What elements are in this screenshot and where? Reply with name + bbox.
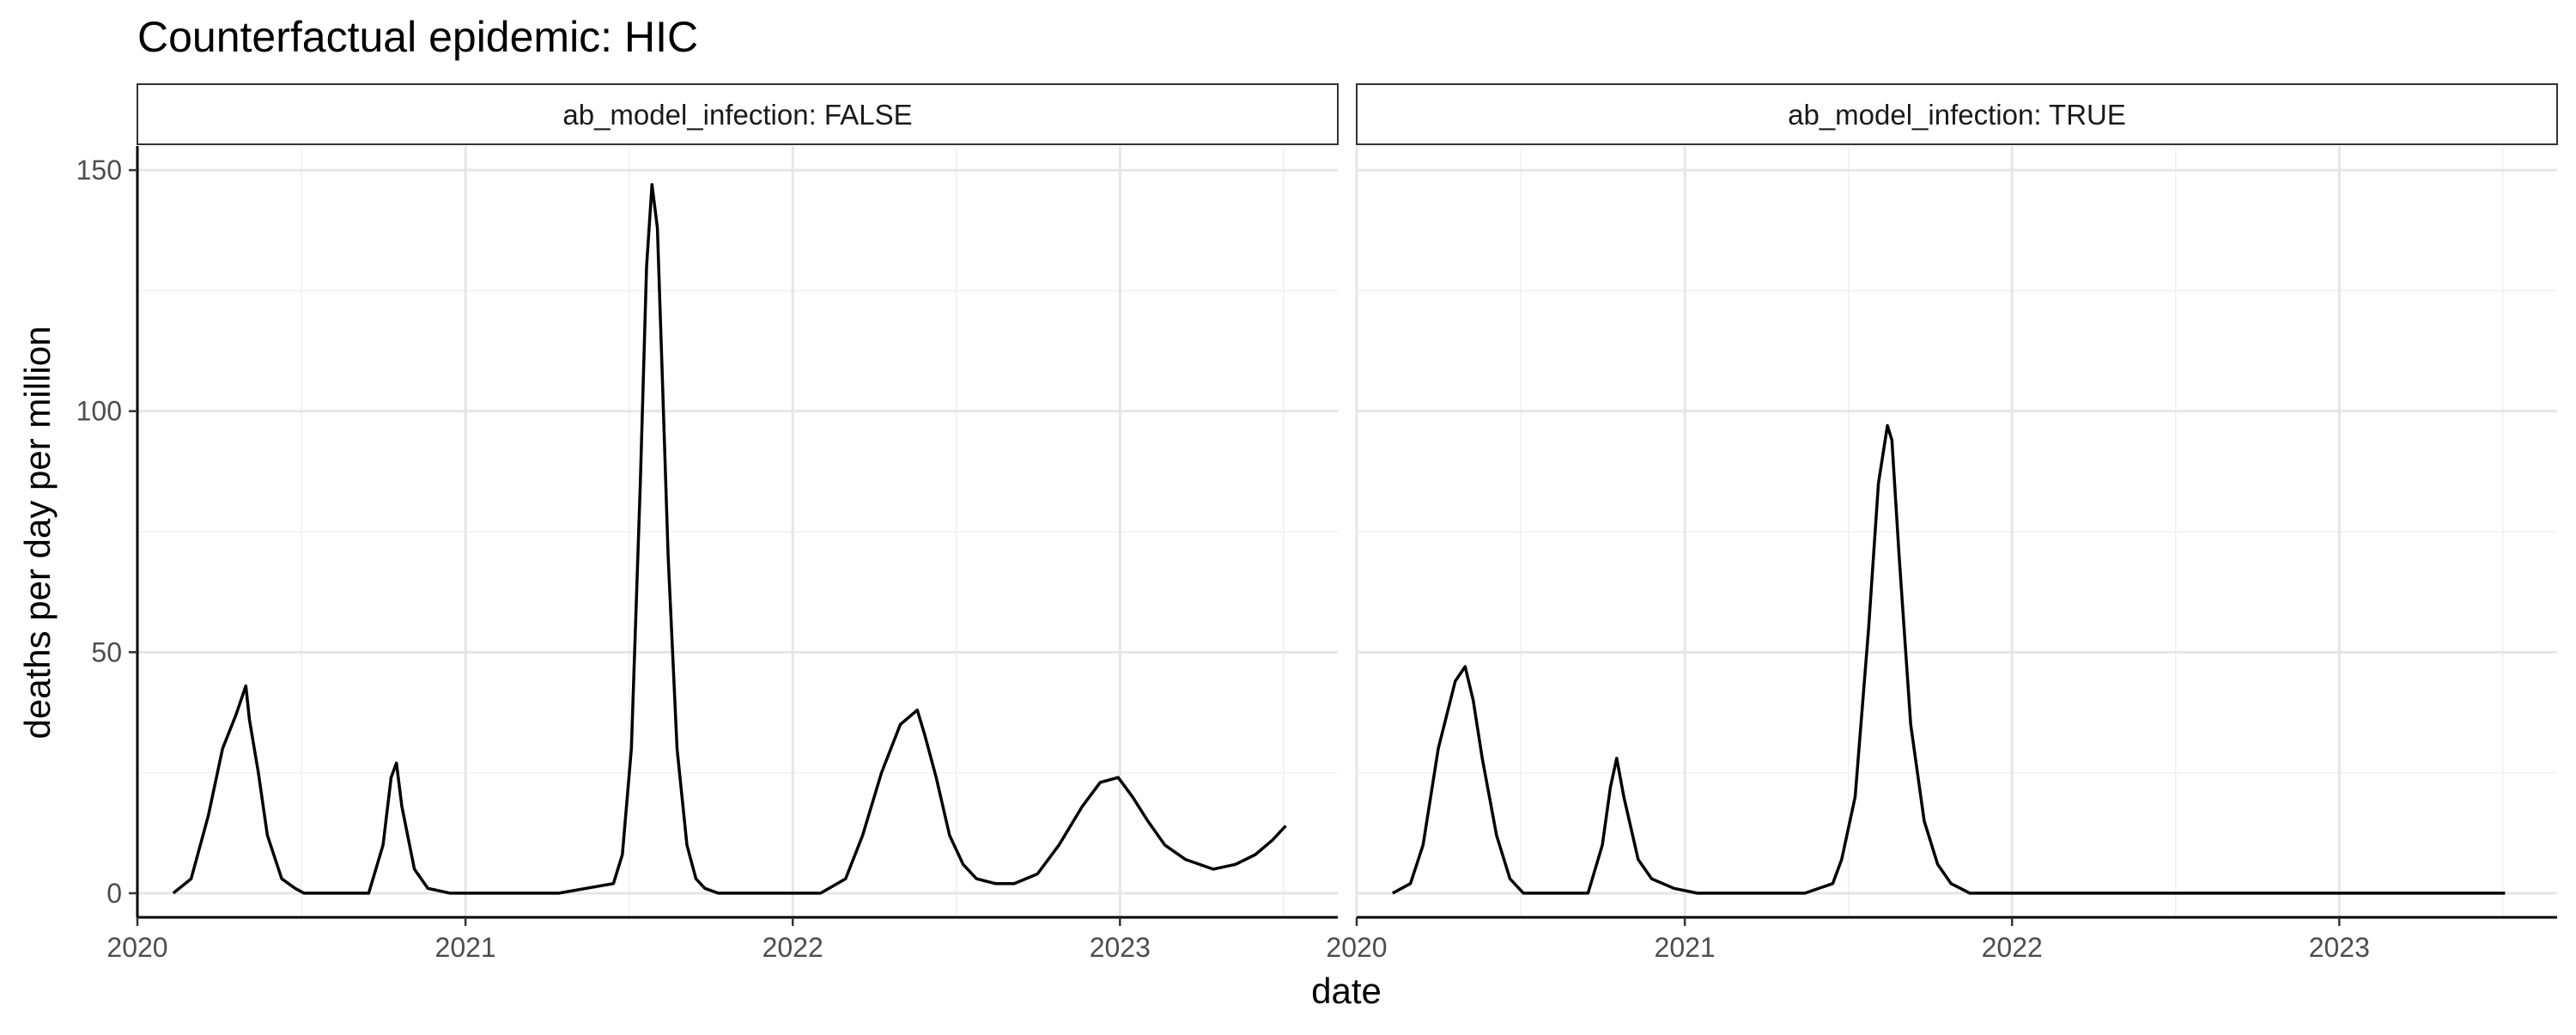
series-line — [172, 183, 1287, 895]
x-tick-label: 2023 — [1090, 932, 1151, 963]
facet-panel-1: ab_model_infection: FALSE 2020 2021 2022 202… — [76, 83, 1339, 963]
y-axis-title: deaths per day per million — [17, 326, 58, 740]
facet-panels: ab_model_infection: FALSE 2020 2021 2022 202… — [76, 83, 2558, 963]
x-tick-label: 2020 — [106, 932, 167, 963]
y-tick-label: 100 — [76, 396, 122, 427]
x-tick-label: 2020 — [1326, 932, 1387, 963]
x-tick-label: 2022 — [762, 932, 823, 963]
facet-strip — [1356, 83, 2558, 145]
y-tick-label: 150 — [76, 155, 122, 186]
facet-strip — [137, 83, 1339, 145]
x-tick-label: 2021 — [435, 932, 496, 963]
series-line — [1391, 423, 2506, 895]
chart-title: Counterfactual epidemic: HIC — [137, 13, 698, 61]
x-tick-label: 2023 — [2309, 932, 2370, 963]
facet-strip-label: ab_model_infection: TRUE — [1788, 99, 2126, 131]
x-tick-label: 2021 — [1655, 932, 1716, 963]
facet-strip-label: ab_model_infection: FALSE — [562, 99, 912, 131]
y-tick-label: 50 — [91, 636, 122, 667]
facet-panel-2: ab_model_infection: TRUE 2020 2021 2022 2023 — [1326, 83, 2558, 963]
x-axis-title: date — [1311, 971, 1382, 1011]
x-tick-label: 2022 — [1982, 932, 2043, 963]
y-tick-label: 0 — [106, 878, 122, 909]
